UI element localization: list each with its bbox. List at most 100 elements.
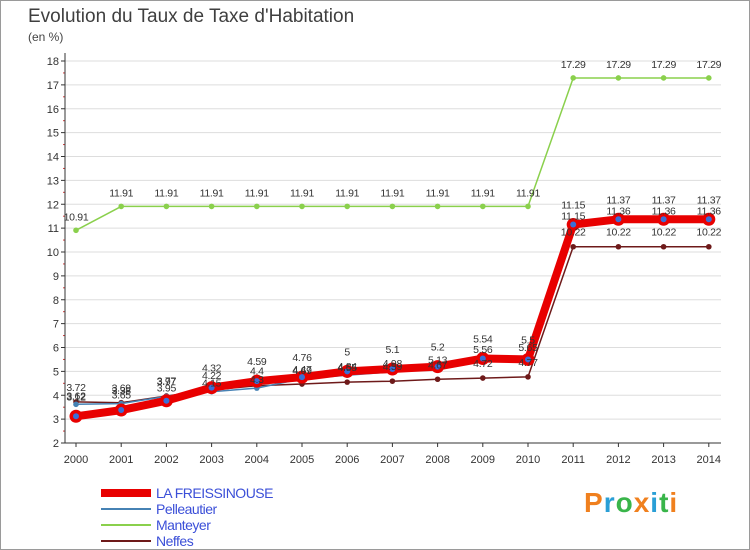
data-label: 4.98 xyxy=(383,358,403,370)
y-tick-label: 5 xyxy=(53,366,59,378)
data-label: 11.15 xyxy=(561,200,585,212)
data-point-core xyxy=(705,216,712,223)
data-label: 11.37 xyxy=(652,194,676,206)
data-point-core xyxy=(344,368,351,375)
data-point xyxy=(344,379,351,385)
data-label: 5.5 xyxy=(521,334,535,346)
legend-label-pelleautier: Pelleautier xyxy=(156,501,217,517)
logo-letter: r xyxy=(603,487,616,518)
data-point xyxy=(706,75,712,81)
data-label: 4.32 xyxy=(202,363,222,375)
data-label: 5.65 xyxy=(518,342,538,354)
legend-label-neffes: Neffes xyxy=(156,533,194,549)
data-label: 11.91 xyxy=(200,187,224,199)
x-tick-label: 2014 xyxy=(697,454,721,466)
legend-swatch-pelleautier xyxy=(101,508,151,510)
data-point xyxy=(73,401,79,408)
logo-letter: P xyxy=(584,487,604,518)
data-point xyxy=(434,203,441,210)
data-label: 10.22 xyxy=(651,227,676,239)
x-tick-label: 2006 xyxy=(335,454,359,466)
data-label: 3.72 xyxy=(66,382,86,394)
legend-swatch-manteyer xyxy=(101,524,151,526)
data-point-core xyxy=(118,407,125,414)
logo-letter: x xyxy=(633,487,651,518)
data-label: 3.97 xyxy=(157,376,177,388)
y-tick-label: 4 xyxy=(53,390,59,402)
data-label: 3.12 xyxy=(66,391,86,403)
logo-letter: t xyxy=(659,487,670,518)
legend-label-manteyer: Manteyer xyxy=(156,517,211,533)
data-label: 4.72 xyxy=(473,358,493,370)
y-tick-label: 17 xyxy=(47,80,59,92)
logo-letter: i xyxy=(669,487,679,518)
data-label: 5.13 xyxy=(428,354,448,366)
x-tick-label: 2009 xyxy=(471,454,495,466)
data-label: 4.22 xyxy=(202,370,222,382)
data-label: 4.67 xyxy=(428,359,448,371)
data-label: 5.2 xyxy=(431,342,445,354)
data-point xyxy=(254,203,260,210)
data-label: 4.84 xyxy=(338,361,358,373)
data-point xyxy=(570,243,576,250)
data-label: 4.47 xyxy=(292,364,312,376)
y-tick-label: 18 xyxy=(47,56,59,68)
data-point-core xyxy=(208,384,215,391)
data-label: 10.22 xyxy=(606,227,631,239)
data-point-core xyxy=(163,397,170,404)
y-tick-label: 7 xyxy=(53,319,59,331)
y-tick-label: 3 xyxy=(53,414,59,426)
y-tick-label: 9 xyxy=(53,271,59,283)
x-tick-label: 2010 xyxy=(516,454,540,466)
data-label: 10.22 xyxy=(561,227,586,239)
data-label: 5.1 xyxy=(386,344,400,356)
data-label: 11.91 xyxy=(335,187,359,199)
data-point xyxy=(208,203,215,210)
data-label: 10.91 xyxy=(64,211,89,223)
x-tick-label: 2008 xyxy=(425,454,449,466)
data-label: 11.91 xyxy=(154,187,178,199)
x-tick-label: 2003 xyxy=(199,454,223,466)
data-label: 11.36 xyxy=(697,206,721,218)
legend-label-la-freissinouse: LA FREISSINOUSE xyxy=(156,485,273,501)
data-label: 4.15 xyxy=(202,378,222,390)
x-tick-label: 2001 xyxy=(109,454,133,466)
data-point xyxy=(344,203,351,210)
y-tick-label: 11 xyxy=(48,223,59,235)
data-point xyxy=(525,374,531,380)
data-point xyxy=(480,375,486,381)
data-label: 11.36 xyxy=(652,206,676,218)
data-label: 11.91 xyxy=(471,187,495,199)
data-point-core xyxy=(570,221,577,228)
data-point xyxy=(434,376,441,383)
data-label: 11.91 xyxy=(109,187,133,199)
y-tick-label: 16 xyxy=(47,104,59,116)
data-point xyxy=(73,227,79,234)
x-tick-label: 2011 xyxy=(561,454,585,466)
data-point xyxy=(615,243,622,250)
data-label: 10.22 xyxy=(696,227,721,239)
x-tick-label: 2007 xyxy=(380,454,404,466)
data-label: 3.77 xyxy=(157,376,177,388)
data-point-core xyxy=(253,378,260,385)
data-point xyxy=(525,203,531,210)
y-tick-label: 14 xyxy=(47,152,59,164)
data-point xyxy=(615,75,622,81)
data-label: 4.3 xyxy=(250,374,264,386)
data-point xyxy=(299,203,305,210)
data-point-core xyxy=(299,374,305,381)
chart-subtitle: (en %) xyxy=(28,30,64,44)
data-label: 4.59 xyxy=(383,361,403,373)
data-point-core xyxy=(479,355,486,362)
data-label: 17.29 xyxy=(561,59,586,71)
data-label: 17.29 xyxy=(651,59,676,71)
data-label: 11.15 xyxy=(561,211,585,223)
y-tick-label: 2 xyxy=(53,438,59,450)
data-label: 4.76 xyxy=(292,352,312,364)
legend-swatch-neffes xyxy=(101,540,151,542)
data-label: 4.69 xyxy=(292,365,312,377)
data-label: 11.37 xyxy=(697,194,721,206)
data-label: 3.95 xyxy=(157,382,177,394)
data-label: 3.65 xyxy=(112,390,132,402)
y-tick-label: 15 xyxy=(47,128,59,140)
